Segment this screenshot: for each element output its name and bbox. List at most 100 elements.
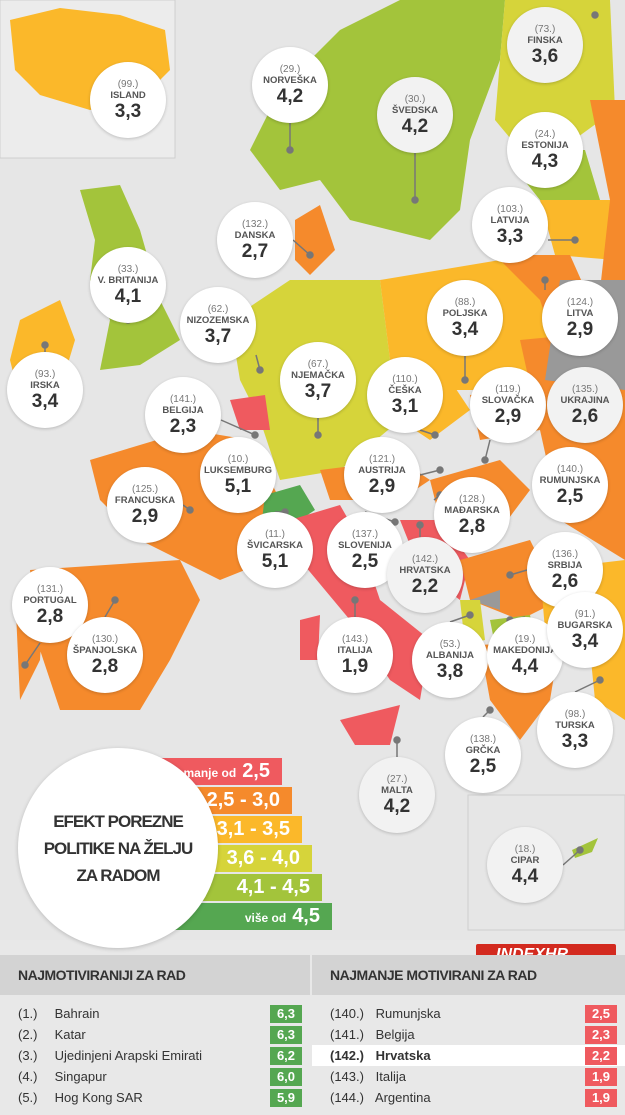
country-name: ALBANIJA xyxy=(425,649,475,661)
country-rank: (143.) xyxy=(341,633,369,645)
legend-range: 3,1 - 3,5 xyxy=(216,818,290,840)
country-name: IRSKA xyxy=(30,379,60,391)
score-badge: 6,2 xyxy=(270,1047,302,1065)
country-name: SLOVENIJA xyxy=(338,539,392,551)
country-rank: (62.) xyxy=(207,303,229,315)
country-bubble-ceska: (110.) ČEŠKA 3,1 xyxy=(367,357,443,433)
country-rank: (135.) xyxy=(571,383,599,395)
country: Singapur xyxy=(54,1069,107,1084)
country-value: 3,3 xyxy=(114,100,142,122)
table-row: (2.) Katar 6,3 xyxy=(0,1024,310,1045)
country-name: BUGARSKA xyxy=(557,619,613,631)
table-row: (144.) Argentina 1,9 xyxy=(312,1087,625,1108)
country-bubble-hrvatska: (142.) HRVATSKA 2,2 xyxy=(387,537,463,613)
country-name: DANSKA xyxy=(234,229,276,241)
country-rank: (138.) xyxy=(469,733,497,745)
country: Katar xyxy=(54,1027,86,1042)
most-motivated-table: NAJMOTIVIRANIJI ZA RAD (1.) Bahrain 6,3 (… xyxy=(0,955,310,1115)
country-name: ESTONIJA xyxy=(521,139,569,151)
table-row: (141.) Belgija 2,3 xyxy=(312,1024,625,1045)
country-rank: (73.) xyxy=(534,23,556,35)
country-rank: (132.) xyxy=(241,218,269,230)
country-bubble-srbija: (136.) SRBIJA 2,6 xyxy=(527,532,603,608)
country: Hrvatska xyxy=(375,1048,431,1063)
country-rank: (24.) xyxy=(534,128,556,140)
country-name: V. BRITANIJA xyxy=(97,274,159,286)
country-name: AUSTRIJA xyxy=(358,464,406,476)
country-name: SLOVAČKA xyxy=(481,394,535,406)
country-name: FRANCUSKA xyxy=(114,494,176,506)
country-name: RUMUNJSKA xyxy=(539,474,601,486)
table-row: (140.) Rumunjska 2,5 xyxy=(312,1003,625,1024)
country-rank: (29.) xyxy=(279,63,301,75)
country-rank: (91.) xyxy=(574,608,596,620)
country-name: ISLAND xyxy=(110,89,146,101)
country-value: 1,9 xyxy=(341,655,369,677)
legend-range: 2,5 xyxy=(242,760,270,782)
table-row: (4.) Singapur 6,0 xyxy=(0,1066,310,1087)
country-rank: (88.) xyxy=(454,296,476,308)
country-name: LATVIJA xyxy=(490,214,530,226)
country-rank: (10.) xyxy=(227,453,249,465)
country-value: 2,9 xyxy=(131,505,159,527)
table-row: (3.) Ujedinjeni Arapski Emirati 6,2 xyxy=(0,1045,310,1066)
country-bubble-grcka: (138.) GRČKA 2,5 xyxy=(445,717,521,793)
country-value: 2,5 xyxy=(351,550,379,572)
country-value: 3,4 xyxy=(451,318,479,340)
country-value: 3,4 xyxy=(571,630,599,652)
country-name: NORVEŠKA xyxy=(263,74,317,86)
country-bubble-njemacka: (67.) NJEMAČKA 3,7 xyxy=(280,342,356,418)
country-bubble-austrija: (121.) AUSTRIJA 2,9 xyxy=(344,437,420,513)
country-bubble-irska: (93.) IRSKA 3,4 xyxy=(7,352,83,428)
legend-range: 2,5 - 3,0 xyxy=(206,789,280,811)
country-name: LUKSEMBURG xyxy=(203,464,273,476)
country-value: 3,3 xyxy=(496,225,524,247)
country-bubble-svedska: (30.) ŠVEDSKA 4,2 xyxy=(377,77,453,153)
score-badge: 1,9 xyxy=(585,1068,617,1086)
table-row: (5.) Hog Kong SAR 5,9 xyxy=(0,1087,310,1108)
country-value: 2,6 xyxy=(571,405,599,427)
country-bubble-belgija: (141.) BELGIJA 2,3 xyxy=(145,377,221,453)
country-rank: (128.) xyxy=(458,493,486,505)
country-rank: (103.) xyxy=(496,203,524,215)
country-name: ŠPANJOLSKA xyxy=(72,644,138,656)
country: Hog Kong SAR xyxy=(54,1090,143,1105)
country-rank: (136.) xyxy=(551,548,579,560)
legend-prefix: više od xyxy=(244,911,287,925)
country-bubble-estonija: (24.) ESTONIJA 4,3 xyxy=(507,112,583,188)
country-name: MAĐARSKA xyxy=(444,504,500,516)
country-value: 2,2 xyxy=(411,575,439,597)
country-bubble-spanjolska: (130.) ŠPANJOLSKA 2,8 xyxy=(67,617,143,693)
score-badge: 2,3 xyxy=(585,1026,617,1044)
country-rank: (124.) xyxy=(566,296,594,308)
legend-range: 4,1 - 4,5 xyxy=(236,876,310,898)
country-name: ČEŠKA xyxy=(388,384,422,396)
legend-title-circle: EFEKT POREZNE POLITIKE NA ŽELJU ZA RADOM xyxy=(18,748,218,948)
country-bubble-bugarska: (91.) BUGARSKA 3,4 xyxy=(547,592,623,668)
country-value: 4,1 xyxy=(114,285,142,307)
country-rank: (137.) xyxy=(351,528,379,540)
country-rank: (131.) xyxy=(36,583,64,595)
country: Argentina xyxy=(374,1090,431,1105)
country-value: 5,1 xyxy=(224,475,252,497)
rank: (2.) xyxy=(18,1027,38,1042)
country-value: 3,8 xyxy=(436,660,464,682)
country-value: 3,7 xyxy=(304,380,332,402)
rank: (144.) xyxy=(330,1090,364,1105)
country-name: MALTA xyxy=(381,784,413,796)
country-bubble-makedonija: (19.) MAKEDONIJA 4,4 xyxy=(487,617,563,693)
country-rank: (130.) xyxy=(91,633,119,645)
country-rank: (121.) xyxy=(368,453,396,465)
country-name: UKRAJINA xyxy=(560,394,610,406)
country-name: PORTUGAL xyxy=(23,594,77,606)
country-value: 4,4 xyxy=(511,865,539,887)
country-value: 2,3 xyxy=(169,415,197,437)
score-badge: 2,2 xyxy=(585,1047,617,1065)
country-value: 4,4 xyxy=(511,655,539,677)
country-rank: (67.) xyxy=(307,358,329,370)
country-value: 3,6 xyxy=(531,45,559,67)
country: Belgija xyxy=(375,1027,415,1042)
legend-range: 4,5 xyxy=(292,905,320,927)
country-bubble-madarska: (128.) MAĐARSKA 2,8 xyxy=(434,477,510,553)
country-value: 2,8 xyxy=(36,605,64,627)
